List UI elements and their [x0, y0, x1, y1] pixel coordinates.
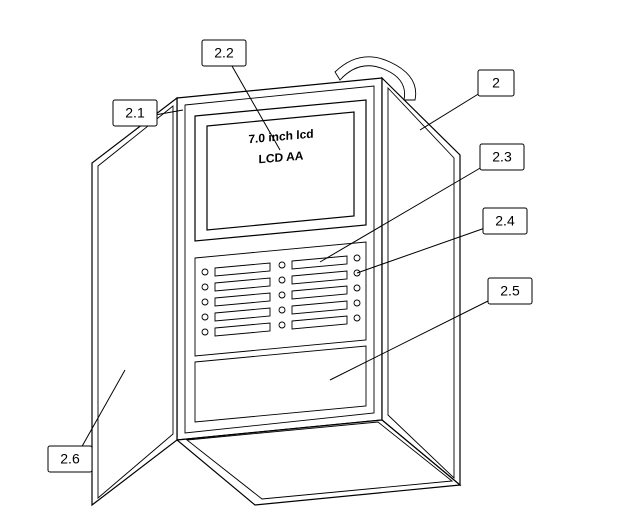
svg-text:2.5: 2.5	[500, 283, 520, 299]
svg-text:2.4: 2.4	[495, 213, 515, 229]
right-side-panel	[382, 78, 460, 485]
technical-diagram: 7.0 inch lcd LCD AA	[0, 0, 634, 531]
svg-text:2: 2	[492, 75, 500, 91]
svg-text:2.1: 2.1	[125, 105, 145, 121]
svg-text:2.6: 2.6	[60, 451, 80, 467]
svg-text:2.3: 2.3	[492, 149, 512, 165]
svg-text:2.2: 2.2	[214, 45, 234, 61]
callout-2: 2	[420, 70, 514, 130]
left-door-outer	[92, 98, 177, 505]
